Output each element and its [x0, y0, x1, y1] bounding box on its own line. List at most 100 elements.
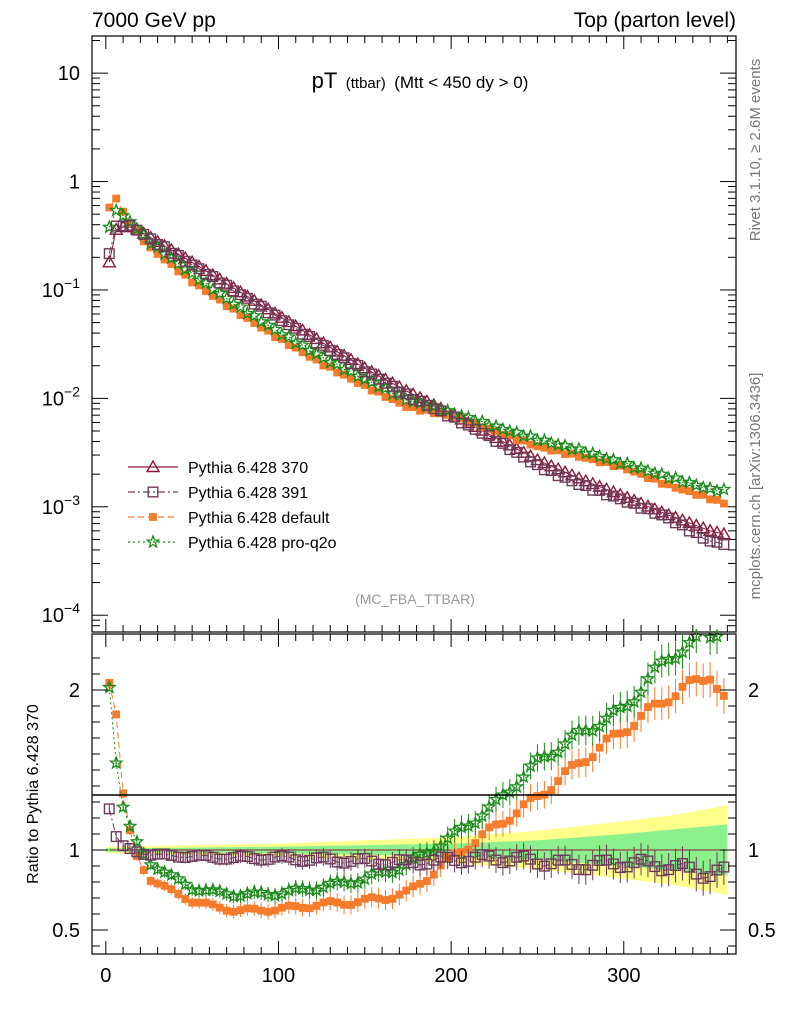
data-point — [421, 399, 433, 411]
mcplots-label: mcplots.cern.ch [arXiv:1306.3436] — [747, 373, 764, 600]
data-point — [633, 460, 649, 475]
ratio-point — [675, 644, 690, 659]
ratio-point — [650, 699, 659, 708]
plot-title: pT (ttbar) (Mtt < 450 dy > 0) — [312, 68, 529, 93]
data-point — [278, 335, 286, 343]
data-point — [407, 394, 419, 406]
y-tick-label: 1 — [69, 172, 80, 194]
data-point — [585, 476, 600, 490]
ratio-point — [529, 749, 546, 765]
ratio-point — [554, 777, 563, 785]
ratio-point — [343, 875, 359, 890]
ratio-point — [538, 860, 550, 872]
data-point — [512, 436, 521, 445]
ratio-point — [188, 898, 197, 907]
data-point — [384, 386, 400, 401]
data-point — [561, 450, 569, 459]
ratio-point — [195, 898, 203, 907]
ratio-point — [476, 849, 488, 861]
data-point — [297, 328, 309, 340]
ratio-point — [492, 820, 500, 829]
ratio-point — [163, 867, 179, 882]
ratio-point — [131, 846, 143, 858]
data-point — [481, 426, 497, 440]
ratio-point — [388, 894, 397, 903]
data-point — [291, 343, 300, 352]
data-point — [497, 437, 509, 449]
ratio-point — [614, 862, 626, 874]
data-point — [504, 444, 516, 456]
data-point — [243, 314, 252, 322]
ratio-point — [257, 906, 266, 915]
data-point — [110, 220, 122, 232]
ratio-point — [145, 849, 157, 861]
ratio-point — [181, 895, 190, 903]
data-point — [671, 483, 680, 492]
data-point — [720, 499, 728, 508]
ratio-point — [214, 853, 226, 865]
ratio-point — [581, 758, 590, 767]
main-panel-series — [101, 194, 732, 551]
data-point — [257, 323, 266, 332]
ratio-point — [670, 860, 682, 872]
data-point — [409, 403, 418, 412]
data-point — [566, 475, 578, 487]
ratio-point — [331, 856, 343, 868]
data-point — [402, 403, 411, 411]
ratio-point — [276, 850, 288, 862]
data-point — [288, 335, 304, 350]
ratio-point — [594, 854, 606, 866]
ratio-point — [101, 679, 117, 694]
ratio-point — [284, 901, 293, 910]
data-point — [267, 306, 283, 319]
rivet-label: Rivet 3.1.10, ≥ 2.6M events — [747, 59, 764, 242]
data-point — [253, 297, 269, 311]
main-panel: 10 1 10−1 10−2 10−3 10−4 pT (ttbar) (Mtt < 45… — [42, 35, 737, 633]
data-point — [533, 442, 542, 451]
data-point — [476, 427, 488, 439]
ratio-line — [108, 808, 725, 879]
data-point — [538, 464, 550, 476]
data-point — [186, 259, 198, 271]
data-point — [329, 344, 345, 357]
legend-marker — [145, 534, 161, 549]
ratio-point — [407, 857, 419, 869]
data-point — [172, 249, 184, 261]
data-point — [619, 455, 635, 470]
data-point — [654, 504, 669, 518]
ratio-point — [661, 651, 677, 666]
data-point — [239, 305, 255, 320]
data-point — [105, 203, 114, 212]
data-point — [305, 352, 314, 361]
ratio-point — [609, 729, 618, 738]
data-point — [281, 329, 297, 344]
data-point — [290, 322, 302, 334]
ratio-point — [228, 852, 240, 864]
data-point — [215, 295, 224, 304]
ratio-point — [297, 855, 309, 867]
ratio-point — [416, 879, 424, 888]
data-point — [557, 437, 573, 453]
data-point — [228, 285, 240, 297]
main-panel-frame — [91, 35, 737, 633]
header-right: Top (parton level) — [574, 9, 736, 32]
x-tick-label: 100 — [262, 965, 295, 987]
legend-marker — [147, 486, 159, 498]
ratio-point — [635, 853, 647, 865]
series-pythia-6-428-pro-q2o — [101, 202, 732, 498]
data-point — [442, 410, 454, 422]
data-point — [115, 207, 131, 222]
data-point — [523, 428, 538, 443]
data-point — [536, 432, 552, 447]
ratio-point — [234, 850, 246, 862]
data-point — [367, 386, 376, 395]
data-point — [304, 330, 316, 342]
ratio-point — [143, 856, 159, 872]
data-point — [664, 480, 673, 489]
ratio-series-pythia-6-428-pro-q2o — [101, 628, 725, 904]
data-point — [343, 363, 359, 378]
ratio-point — [547, 786, 556, 795]
ratio-point — [255, 854, 267, 866]
data-point — [455, 417, 467, 429]
data-point — [393, 386, 405, 398]
